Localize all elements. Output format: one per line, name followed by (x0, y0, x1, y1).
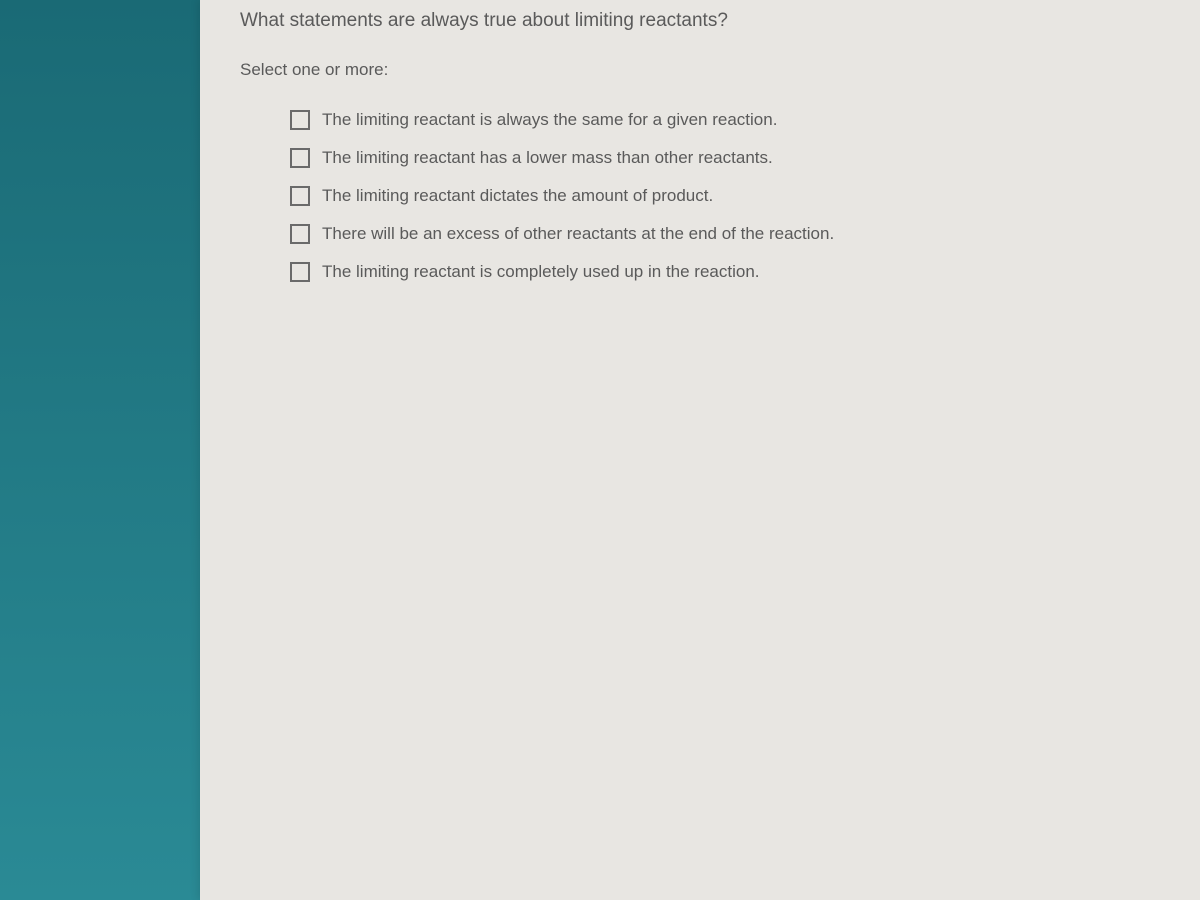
option-label: The limiting reactant dictates the amoun… (322, 186, 713, 206)
option-label: The limiting reactant is always the same… (322, 110, 777, 130)
options-list: The limiting reactant is always the same… (240, 110, 1160, 282)
option-row: The limiting reactant has a lower mass t… (290, 148, 1160, 168)
option-checkbox-4[interactable] (290, 262, 310, 282)
option-label: The limiting reactant has a lower mass t… (322, 148, 773, 168)
option-row: There will be an excess of other reactan… (290, 224, 1160, 244)
option-row: The limiting reactant dictates the amoun… (290, 186, 1160, 206)
option-checkbox-1[interactable] (290, 148, 310, 168)
question-instruction: Select one or more: (240, 60, 1160, 80)
option-checkbox-2[interactable] (290, 186, 310, 206)
option-label: There will be an excess of other reactan… (322, 224, 834, 244)
option-checkbox-3[interactable] (290, 224, 310, 244)
option-row: The limiting reactant is completely used… (290, 262, 1160, 282)
sidebar-nav (0, 0, 200, 900)
question-panel: What statements are always true about li… (200, 0, 1200, 900)
option-row: The limiting reactant is always the same… (290, 110, 1160, 130)
option-checkbox-0[interactable] (290, 110, 310, 130)
question-prompt: What statements are always true about li… (240, 10, 1160, 32)
option-label: The limiting reactant is completely used… (322, 262, 760, 282)
